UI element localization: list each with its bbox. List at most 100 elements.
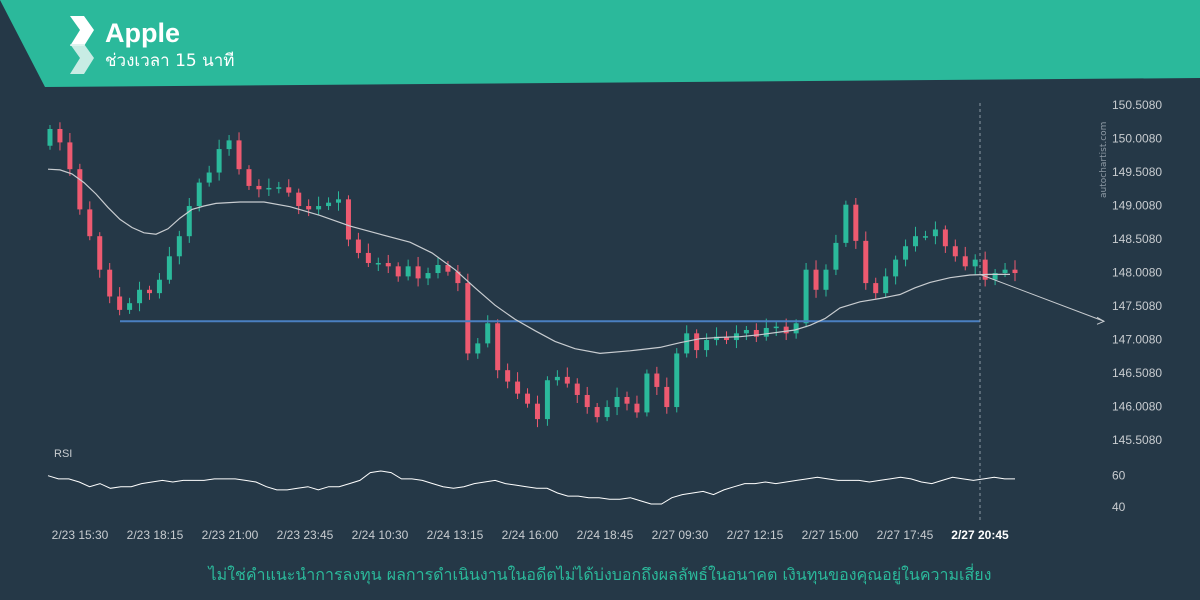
price-tick-label: 145.5080 (1112, 433, 1162, 447)
candle (534, 395, 540, 428)
candle (952, 239, 958, 262)
candle (694, 329, 700, 359)
candle (873, 277, 879, 299)
time-tick-label: 2/27 15:00 (802, 528, 859, 542)
candle (326, 197, 332, 211)
candle (515, 372, 521, 399)
candle (743, 325, 749, 341)
candle (883, 268, 889, 298)
rsi-tick-label: 40 (1112, 500, 1126, 514)
price-tick-label: 149.0080 (1112, 199, 1162, 213)
candle (365, 243, 371, 268)
candle (97, 232, 103, 278)
time-tick-label: 2/27 12:15 (727, 528, 784, 542)
candle (445, 260, 451, 276)
candle (107, 262, 113, 304)
watermark: autochartist.com (1099, 122, 1109, 198)
candle (992, 269, 998, 286)
price-tick-label: 150.5080 (1112, 98, 1162, 112)
candle (913, 226, 919, 252)
candle (137, 281, 143, 312)
price-tick-label: 147.0080 (1112, 333, 1162, 347)
candle (554, 370, 560, 386)
candle (117, 287, 123, 316)
candle (763, 318, 769, 341)
candle (644, 369, 650, 417)
candle (336, 191, 342, 211)
candle (206, 165, 212, 187)
rsi-axis: 60 40 (1112, 469, 1126, 514)
candle (375, 257, 381, 272)
candle (77, 163, 83, 215)
candle (704, 333, 710, 357)
candle (495, 319, 501, 379)
candle (525, 388, 531, 408)
candle (276, 181, 282, 194)
time-tick-label: 2/27 20:45 (951, 528, 1009, 542)
candle (893, 255, 899, 285)
candle (942, 225, 948, 253)
candle (544, 376, 550, 426)
forecast-arrow-line (979, 273, 1105, 322)
candle (435, 256, 441, 279)
candle (196, 178, 202, 212)
moving-average-line (47, 168, 1010, 355)
time-tick-label: 2/24 13:15 (427, 528, 484, 542)
candle (156, 273, 162, 299)
candle (216, 139, 222, 181)
time-axis: 2/23 15:30 2/23 18:15 2/23 21:00 2/23 23:45… (52, 528, 1009, 542)
candle (972, 254, 978, 275)
time-tick-label: 2/24 16:00 (502, 528, 559, 542)
candle (415, 256, 421, 287)
price-tick-label: 149.5080 (1112, 165, 1162, 179)
candle (385, 254, 391, 274)
candle (425, 267, 431, 286)
candle (833, 234, 839, 276)
candle (127, 297, 133, 314)
price-tick-label: 146.0080 (1112, 400, 1162, 414)
candle (166, 246, 172, 284)
candle (922, 230, 928, 241)
candle (485, 315, 491, 348)
candle (306, 199, 312, 217)
header-band (0, 0, 1200, 87)
time-tick-label: 2/23 18:15 (127, 528, 184, 542)
candle (1012, 260, 1018, 282)
candle (87, 201, 93, 241)
price-tick-label: 146.5080 (1112, 366, 1162, 380)
candle (146, 285, 152, 300)
candle (654, 366, 660, 395)
time-tick-label: 2/23 15:30 (52, 528, 109, 542)
candle (47, 124, 53, 150)
time-tick-label: 2/23 21:00 (202, 528, 259, 542)
risk-disclaimer: ไม่ใช่คำแนะนำการลงทุน ผลการดำเนินงานในอด… (208, 565, 992, 584)
candle (664, 377, 670, 414)
time-tick-label: 2/24 10:30 (352, 528, 409, 542)
candle (823, 264, 829, 297)
candle (286, 179, 292, 197)
candle (564, 367, 570, 388)
forecast-arrow-head (1096, 316, 1106, 325)
candle (962, 246, 968, 271)
candle (505, 363, 511, 389)
candlestick-series (47, 122, 1018, 428)
candle (634, 395, 640, 418)
candle (176, 230, 182, 265)
candle (236, 132, 242, 175)
chart-title: Apple (105, 18, 181, 48)
candle (793, 319, 799, 339)
candle (843, 200, 849, 247)
candle (405, 259, 411, 281)
candle (853, 197, 859, 249)
candle (604, 400, 610, 422)
candle (355, 232, 361, 259)
candle (395, 262, 401, 282)
time-tick-label: 2/27 17:45 (877, 528, 934, 542)
time-tick-label: 2/27 09:30 (652, 528, 709, 542)
candle (455, 264, 461, 292)
candle (863, 231, 869, 290)
candle (813, 260, 819, 298)
candle (345, 195, 351, 247)
